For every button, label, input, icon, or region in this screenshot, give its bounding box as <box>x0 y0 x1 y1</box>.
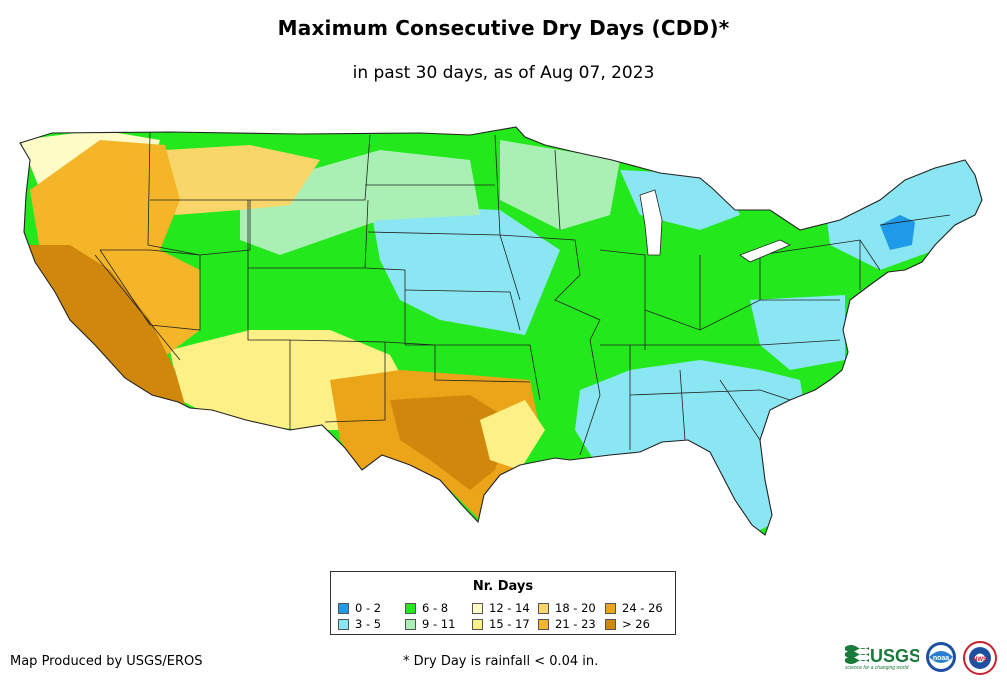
usgs-logo: USGS science for a changing world <box>845 645 919 671</box>
legend-label-0-2: 0 - 2 <box>355 601 382 615</box>
legend-swatch-24-26 <box>605 603 616 614</box>
legend-item-3-5: 3 - 5 <box>338 618 381 631</box>
legend-label-21-23: 21 - 23 <box>555 617 596 631</box>
dry-day-zones <box>20 127 982 535</box>
zone-montana-18-20 <box>165 145 320 215</box>
legend-item-21-23: 21 - 23 <box>538 618 596 631</box>
zone-upper-midwest-9-11 <box>500 140 620 230</box>
legend-item-6-8: 6 - 8 <box>405 602 448 615</box>
nws-logo: NWS <box>963 641 997 675</box>
border-central-states <box>365 134 601 456</box>
zone-east-texas-15-17 <box>480 400 545 470</box>
usgs-tagline: science for a changing world <box>845 665 909 671</box>
legend-title: Nr. Days <box>472 579 534 594</box>
legend-label-24-26: 24 - 26 <box>622 601 663 615</box>
legend-swatch-over-26 <box>605 619 616 630</box>
legend-item-18-20: 18 - 20 <box>538 602 596 615</box>
map-title: Maximum Consecutive Dry Days (CDD)* <box>277 16 730 40</box>
dry-day-footnote: * Dry Day is rainfall < 0.04 in. <box>403 654 599 669</box>
legend-swatch-15-17 <box>472 619 483 630</box>
legend-label-9-11: 9 - 11 <box>422 617 456 631</box>
zone-midatlantic-3-5 <box>750 295 845 370</box>
legend-item-over-26: > 26 <box>605 618 650 631</box>
legend-label-15-17: 15 - 17 <box>489 617 530 631</box>
state-borders <box>94 131 951 456</box>
legend-swatch-0-2 <box>338 603 349 614</box>
border-eastern-states <box>599 214 951 450</box>
nws-text: NWS <box>973 657 987 663</box>
legend-label-12-14: 12 - 14 <box>489 601 530 615</box>
zone-nevada-21-23 <box>90 250 200 360</box>
lake-erie <box>739 239 791 263</box>
map-credit: Map Produced by USGS/EROS <box>10 654 203 669</box>
legend-item-15-17: 15 - 17 <box>472 618 530 631</box>
legend-swatch-3-5 <box>338 619 349 630</box>
legend-swatch-6-8 <box>405 603 416 614</box>
border-western-states <box>94 131 406 430</box>
usgs-text: USGS <box>870 646 919 666</box>
legend-label-18-20: 18 - 20 <box>555 601 596 615</box>
legend-item-12-14: 12 - 14 <box>472 602 530 615</box>
us-outline <box>19 126 983 536</box>
zone-southeast-15-17 <box>575 360 810 535</box>
noaa-logo: noaa <box>926 642 956 672</box>
legend-swatch-21-23 <box>538 619 549 630</box>
zone-pacific-nw-21-23 <box>30 140 180 270</box>
legend-item-0-2: 0 - 2 <box>338 602 381 615</box>
legend-swatch-18-20 <box>538 603 549 614</box>
zone-california-over-26 <box>26 245 185 405</box>
legend-swatch-9-11 <box>405 619 416 630</box>
legend-swatch-12-14 <box>472 603 483 614</box>
legend-label-3-5: 3 - 5 <box>355 617 382 631</box>
noaa-text: noaa <box>933 655 949 662</box>
legend-item-9-11: 9 - 11 <box>405 618 455 631</box>
legend-label-6-8: 6 - 8 <box>422 601 449 615</box>
map-subtitle: in past 30 days, as of Aug 07, 2023 <box>352 63 655 83</box>
lake-michigan <box>639 189 663 256</box>
zone-central-texas-over-26 <box>390 395 510 490</box>
legend-item-24-26: 24 - 26 <box>605 602 663 615</box>
legend-box: Nr. Days 0 - 2 3 - 5 6 - 8 9 - 11 12 - 1… <box>330 571 676 635</box>
legend-label-over-26: > 26 <box>622 617 650 631</box>
